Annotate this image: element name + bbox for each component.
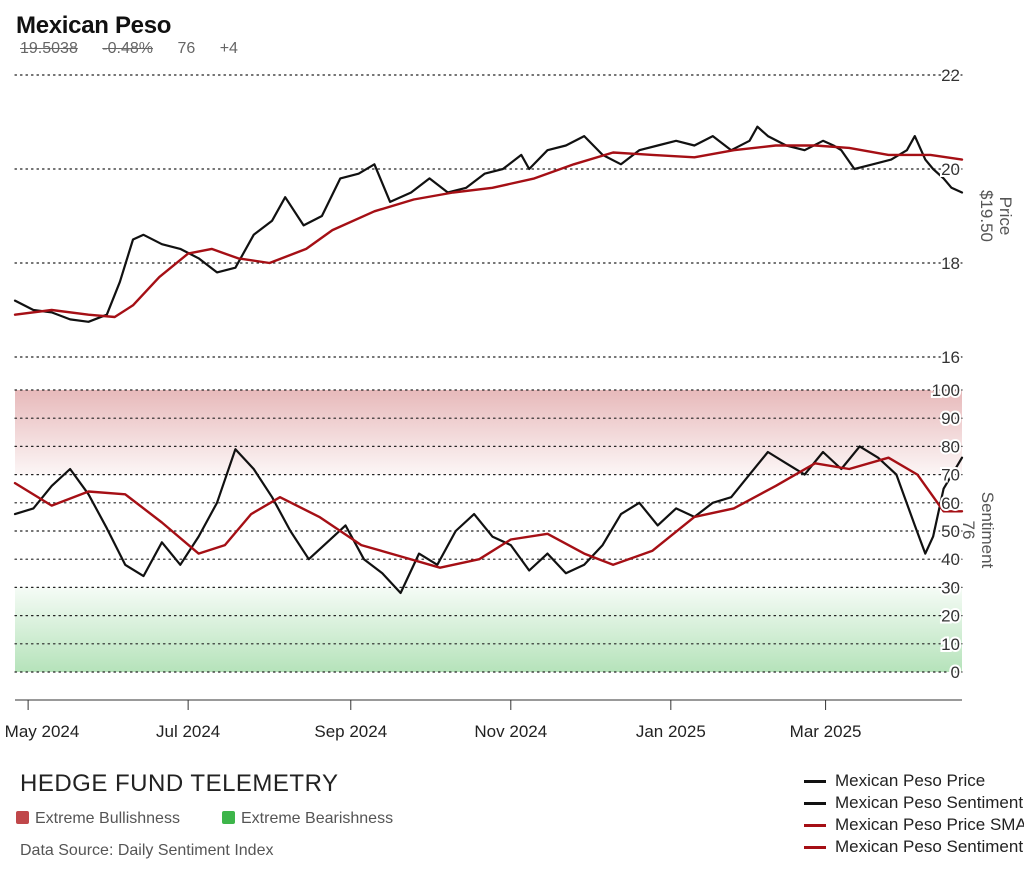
price-change: -0.48% (102, 40, 153, 57)
bullish-swatch (16, 811, 29, 824)
bearish-key-label: Extreme Bearishness (241, 810, 394, 827)
price-tick-label: 20 (941, 160, 960, 179)
sentiment-line (13, 445, 964, 595)
sentiment-sma-line (13, 456, 964, 569)
sentiment-tick-label: 70 (941, 466, 960, 485)
legend-swatch (804, 824, 826, 828)
chart-title: Mexican Peso (16, 12, 172, 39)
legend-swatch (804, 846, 826, 850)
brand-name: HEDGE FUND TELEMETRY (20, 770, 339, 797)
sentiment-axis-label: Sentiment (978, 492, 997, 569)
legend-item: Mexican Peso Sentiment (804, 792, 1024, 814)
legend-label: Mexican Peso Sentiment (835, 793, 1024, 812)
price-sma-line (13, 144, 964, 319)
sentiment-tick-label: 20 (941, 607, 960, 626)
sentiment-value: 76 (177, 40, 196, 57)
x-tick-label: Nov 2024 (474, 722, 547, 741)
price-line (13, 125, 964, 323)
x-tick-label: Sep 2024 (314, 722, 387, 741)
sentiment-tick-label: 80 (941, 437, 960, 456)
x-tick-label: Jan 2025 (636, 722, 706, 741)
sentiment-tick-label: 0 (951, 663, 960, 682)
price-tick-label: 18 (941, 254, 960, 273)
price-tick-label: 16 (941, 348, 960, 367)
x-tick-label: Jul 2024 (156, 722, 220, 741)
data-source: Data Source: Daily Sentiment Index (20, 842, 274, 859)
sentiment-tick-label: 100 (932, 381, 960, 400)
sentiment-tick-label: 60 (941, 494, 960, 513)
sentiment-tick-label: 10 (941, 635, 960, 654)
price-value: 19.5038 (20, 40, 78, 57)
sentiment-tick-label: 40 (941, 550, 960, 569)
sentiment-change: +4 (219, 40, 238, 57)
header-stats: 19.5038 -0.48% 76 +4 (20, 40, 258, 58)
bearish-swatch (222, 811, 235, 824)
price-axis-title: Price$19.50 (977, 190, 1015, 242)
sentiment-tick-label: 50 (941, 522, 960, 541)
sentiment-tick-label: 90 (941, 409, 960, 428)
legend-label: Mexican Peso Price SMA (835, 815, 1024, 834)
sentiment-tick-label: 30 (941, 578, 960, 597)
bullish-zone (15, 390, 962, 475)
legend-item: Mexican Peso Sentiment SMA (804, 836, 1024, 858)
legend-item: Mexican Peso Price (804, 770, 1024, 792)
legend-swatch (804, 802, 826, 806)
bullish-key-label: Extreme Bullishness (35, 810, 180, 827)
bearish-zone (15, 587, 962, 672)
sentiment-axis-value: 76 (959, 521, 978, 540)
chart-area: 16 18 20 22 0 10 20 30 40 50 60 70 80 90 100 May 2024 Ju… (5, 64, 1015, 741)
price-tick-label: 22 (941, 66, 960, 85)
legend-swatch (804, 780, 826, 784)
key-extreme-bullish: Extreme Bullishness (16, 810, 180, 828)
legend: Mexican Peso Price Mexican Peso Sentimen… (804, 770, 1024, 858)
x-tick-label: Mar 2025 (790, 722, 862, 741)
x-tick-label: May 2024 (5, 722, 80, 741)
price-axis-value: $19.50 (977, 190, 996, 242)
key-extreme-bearish: Extreme Bearishness (222, 810, 393, 828)
price-axis-label: Price (996, 197, 1015, 236)
legend-label: Mexican Peso Price (835, 771, 986, 790)
legend-item: Mexican Peso Price SMA (804, 814, 1024, 836)
legend-label: Mexican Peso Sentiment SMA (835, 837, 1024, 856)
